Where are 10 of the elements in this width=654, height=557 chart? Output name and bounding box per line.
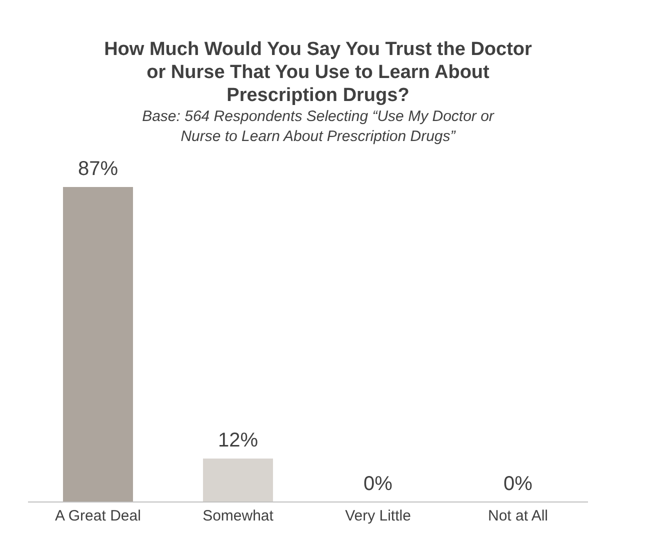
data-label: 87% xyxy=(78,158,118,180)
data-label: 0% xyxy=(504,473,533,495)
data-label: 12% xyxy=(218,430,258,452)
x-tick-label: A Great Deal xyxy=(55,508,141,525)
x-tick-label: Not at All xyxy=(488,508,548,525)
x-tick-label: Very Little xyxy=(345,508,411,525)
chart-subtitle: Base: 564 Respondents Selecting “Use My Doctor or Nurse to Learn About Prescription Drugs” xyxy=(141,107,496,147)
data-label: 0% xyxy=(364,473,393,495)
chart-title: How Much Would You Say You Trust the Doctor or Nurse That You Use to Learn About Prescription Drugs? xyxy=(103,38,533,107)
x-tick-label: Somewhat xyxy=(202,508,274,525)
